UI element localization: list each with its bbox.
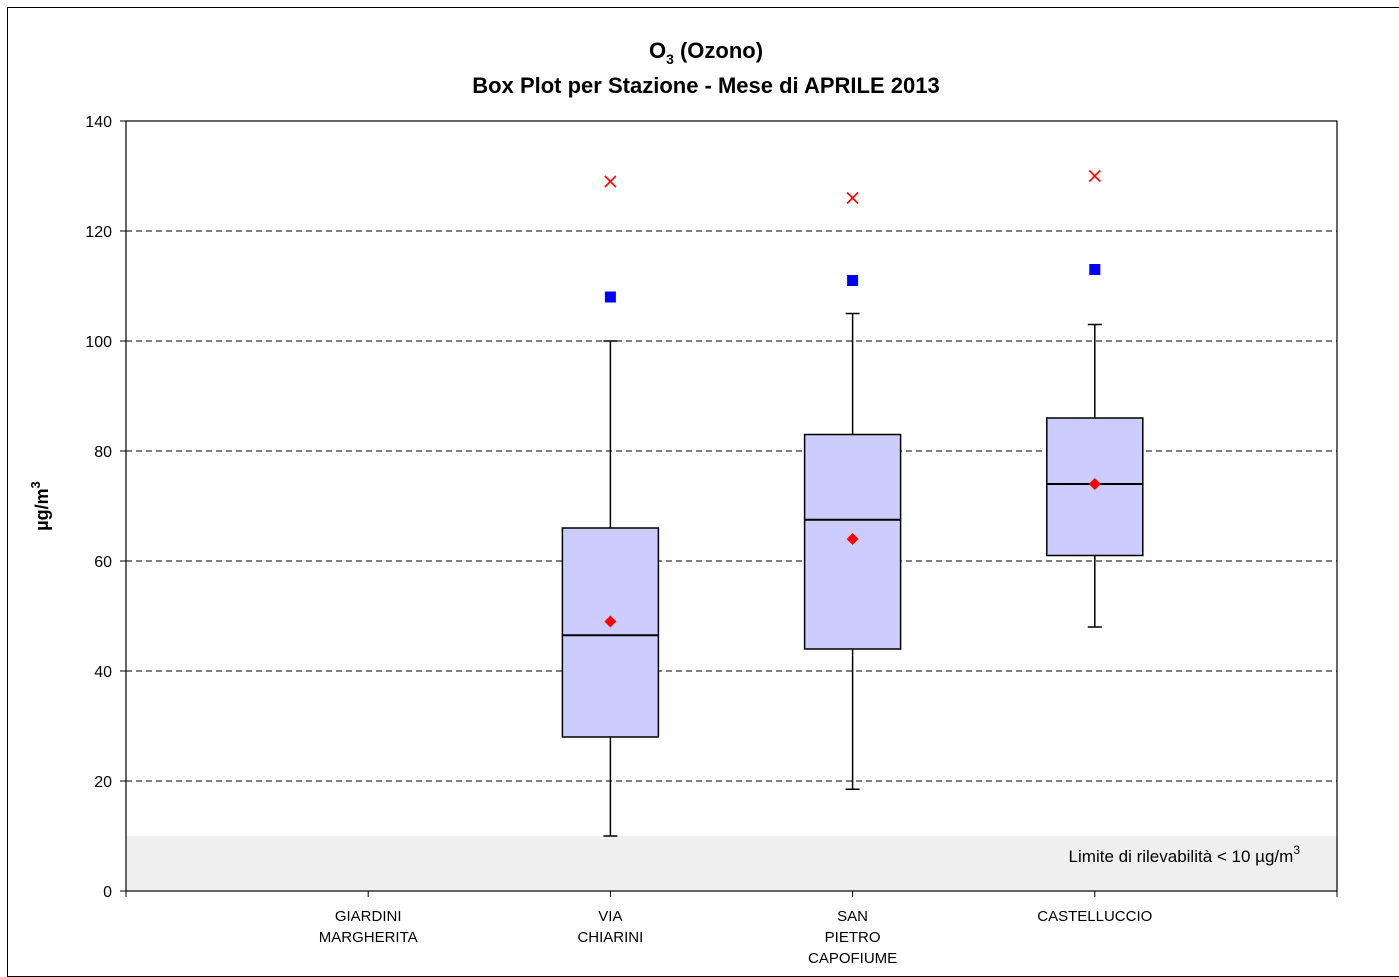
x-category-label: CHIARINI (577, 929, 643, 946)
percentile-marker (1089, 264, 1101, 275)
x-category-label: PIETRO (825, 929, 881, 946)
y-tick-label: 80 (94, 444, 112, 461)
detection-limit-band (126, 836, 1337, 891)
plot-area: 0 20 40 60 80 100 120 140 GIARDINI MARGHERITA VIA C… (85, 114, 1338, 967)
y-tick-label: 140 (85, 114, 112, 131)
detection-limit-note: Limite di rilevabilità < 10 µg/m3 (1069, 843, 1301, 866)
plot-background (126, 121, 1337, 891)
chart-title: O3 (Ozono) (649, 38, 763, 67)
y-tick-label: 0 (103, 884, 112, 901)
y-tick-label: 120 (85, 224, 112, 241)
y-tick-label: 60 (94, 554, 112, 571)
detection-limit-note-superscript: 3 (1293, 843, 1300, 857)
y-axis-label: µg/m3 (28, 481, 52, 531)
detection-limit-note-main: Limite di rilevabilità < 10 µg/m (1069, 847, 1294, 866)
y-tick-label: 100 (85, 334, 112, 351)
y-tick-label: 40 (94, 664, 112, 681)
x-category-label: SAN (837, 908, 868, 925)
title-rest: (Ozono) (674, 38, 763, 63)
y-tick-label: 20 (94, 774, 112, 791)
mean-marker (604, 615, 617, 628)
x-category-label: VIA (598, 908, 622, 925)
percentile-marker (604, 291, 616, 303)
title-subscript: 3 (666, 51, 674, 67)
y-axis-label-main: µg/m (32, 488, 52, 530)
box-iqr (561, 527, 660, 738)
x-category-label: CAPOFIUME (808, 950, 897, 967)
maximum-marker (1088, 169, 1101, 183)
x-category-label: GIARDINI (335, 908, 402, 925)
y-axis-label-superscript: 3 (28, 481, 43, 488)
title-main: O (649, 38, 666, 63)
plot-border (125, 120, 1338, 892)
mean-marker (1088, 478, 1101, 490)
maximum-marker (846, 191, 859, 205)
percentile-marker (847, 275, 859, 286)
x-category-label: CASTELLUCCIO (1037, 908, 1152, 925)
mean-marker (846, 533, 859, 545)
maximum-marker (604, 175, 617, 188)
chart-subtitle: Box Plot per Stazione - Mese di APRILE 2… (472, 73, 939, 98)
x-category-label: MARGHERITA (319, 929, 418, 946)
